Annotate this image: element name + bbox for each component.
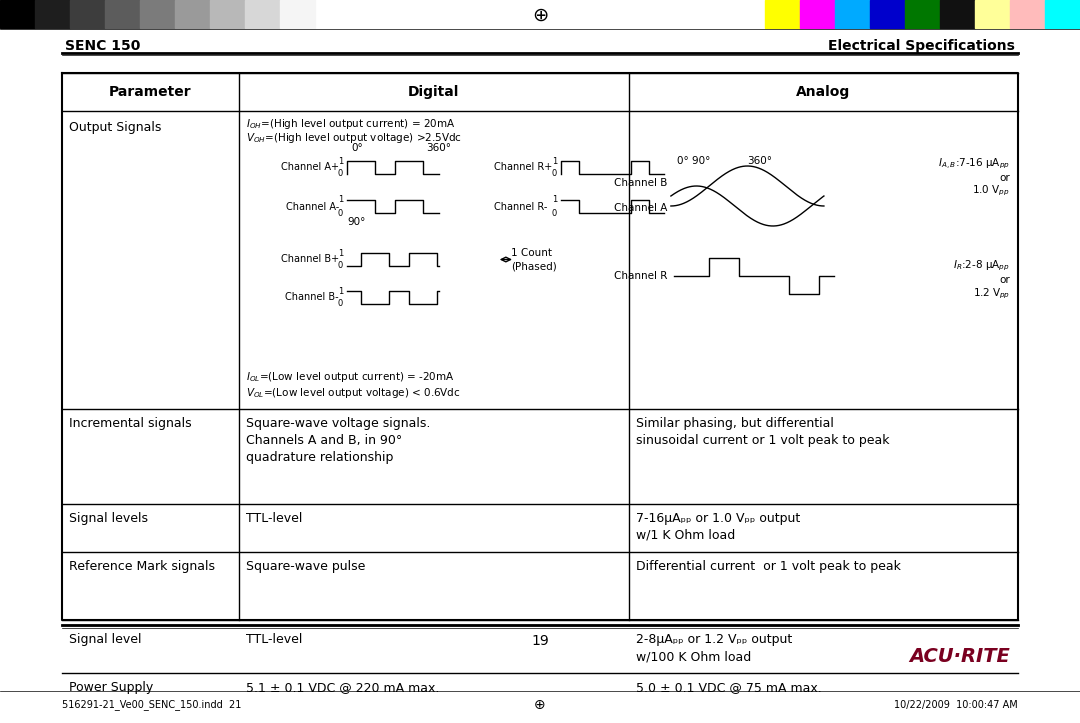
Bar: [765, 0, 800, 28]
Text: 2-8μAₚₚ or 1.2 Vₚₚ output
w/100 K Ohm load: 2-8μAₚₚ or 1.2 Vₚₚ output w/100 K Ohm lo…: [636, 633, 792, 663]
Text: 1.2 V$_{pp}$: 1.2 V$_{pp}$: [973, 287, 1010, 301]
Text: 1.0 V$_{pp}$: 1.0 V$_{pp}$: [972, 184, 1010, 198]
Text: $I_R$:2-8 μA$_{pp}$: $I_R$:2-8 μA$_{pp}$: [954, 259, 1010, 273]
Bar: [35, 0, 70, 28]
Text: Digital: Digital: [408, 85, 460, 99]
Text: 0: 0: [338, 262, 342, 270]
Text: Signal levels: Signal levels: [69, 512, 148, 525]
Text: Differential current  or 1 volt peak to peak: Differential current or 1 volt peak to p…: [636, 560, 901, 573]
Text: 5.0 ± 0.1 VDC @ 75 mA max.: 5.0 ± 0.1 VDC @ 75 mA max.: [636, 681, 822, 694]
Text: 1: 1: [552, 156, 557, 166]
Text: or: or: [999, 275, 1010, 285]
Text: Power Supply: Power Supply: [69, 681, 153, 694]
Bar: [905, 0, 940, 28]
Text: Channel A+: Channel A+: [281, 163, 339, 173]
Bar: [105, 0, 140, 28]
Text: Channel B-: Channel B-: [285, 293, 339, 302]
Text: 0: 0: [552, 208, 557, 218]
Text: Electrical Specifications: Electrical Specifications: [828, 39, 1015, 53]
Text: Incremental signals: Incremental signals: [69, 417, 191, 430]
Text: Channel R+: Channel R+: [494, 163, 552, 173]
Bar: [140, 0, 175, 28]
Text: Channel A-: Channel A-: [285, 202, 339, 212]
Text: 1: 1: [338, 156, 342, 166]
Text: $V_{OH}$=(High level output voltage) >2.5Vdc: $V_{OH}$=(High level output voltage) >2.…: [246, 131, 462, 145]
Text: Signal level: Signal level: [69, 633, 141, 646]
Text: $I_{OL}$=(Low level output current) = -20mA: $I_{OL}$=(Low level output current) = -2…: [246, 370, 455, 384]
Bar: [975, 0, 1010, 28]
Text: Channel R-: Channel R-: [494, 202, 548, 212]
Bar: [210, 0, 245, 28]
Text: ⊕: ⊕: [531, 6, 549, 25]
Text: $V_{OL}$=(Low level output voltage) < 0.6Vdc: $V_{OL}$=(Low level output voltage) < 0.…: [246, 386, 460, 400]
Text: Analog: Analog: [796, 85, 851, 99]
Text: 90°: 90°: [348, 217, 366, 227]
Text: 360°: 360°: [427, 143, 451, 153]
Text: 0: 0: [338, 299, 342, 309]
Bar: [70, 0, 105, 28]
Text: 10/22/2009  10:00:47 AM: 10/22/2009 10:00:47 AM: [894, 700, 1018, 710]
Text: 0°: 0°: [351, 143, 363, 153]
Text: 1: 1: [338, 249, 342, 257]
Text: 360°: 360°: [747, 156, 772, 166]
Bar: [940, 0, 975, 28]
Text: (Phased): (Phased): [511, 262, 556, 272]
Text: TTL-level: TTL-level: [246, 633, 302, 646]
Text: 1: 1: [338, 195, 342, 205]
Text: 0: 0: [552, 169, 557, 179]
Text: Channel A: Channel A: [613, 203, 667, 213]
Text: 1: 1: [552, 195, 557, 205]
Text: ACU·RITE: ACU·RITE: [909, 646, 1010, 665]
Text: 19: 19: [531, 634, 549, 648]
Text: TTL-level: TTL-level: [246, 512, 302, 525]
Bar: [280, 0, 315, 28]
Text: 516291-21_Ve00_SENC_150.indd  21: 516291-21_Ve00_SENC_150.indd 21: [62, 700, 241, 711]
Text: 1 Count: 1 Count: [511, 247, 552, 257]
Bar: [245, 0, 280, 28]
Text: $I_{A,B}$:7-16 μA$_{pp}$: $I_{A,B}$:7-16 μA$_{pp}$: [937, 157, 1010, 171]
Bar: [175, 0, 210, 28]
Text: Channel B: Channel B: [613, 178, 667, 188]
Text: ⊕: ⊕: [535, 698, 545, 712]
Bar: [0, 0, 35, 28]
Text: Square-wave pulse: Square-wave pulse: [246, 560, 365, 573]
Text: SENC 150: SENC 150: [65, 39, 140, 53]
Text: 5.1 ± 0.1 VDC @ 220 mA max.: 5.1 ± 0.1 VDC @ 220 mA max.: [246, 681, 440, 694]
Bar: [870, 0, 905, 28]
Bar: [1010, 0, 1045, 28]
Text: Reference Mark signals: Reference Mark signals: [69, 560, 215, 573]
Text: or: or: [999, 173, 1010, 183]
Text: 0° 90°: 0° 90°: [677, 156, 711, 166]
Bar: [800, 0, 835, 28]
Bar: [835, 0, 870, 28]
Text: Similar phasing, but differential
sinusoidal current or 1 volt peak to peak: Similar phasing, but differential sinuso…: [636, 417, 890, 447]
Text: 0: 0: [338, 208, 342, 218]
Text: 1: 1: [338, 286, 342, 296]
Text: Square-wave voltage signals.
Channels A and B, in 90°
quadrature relationship: Square-wave voltage signals. Channels A …: [246, 417, 430, 464]
Text: Channel R: Channel R: [613, 271, 667, 281]
Text: $I_{OH}$=(High level output current) = 20mA: $I_{OH}$=(High level output current) = 2…: [246, 117, 456, 131]
Bar: [1045, 0, 1080, 28]
Text: Output Signals: Output Signals: [69, 121, 161, 134]
Text: 0: 0: [338, 169, 342, 179]
Text: 7-16μAₚₚ or 1.0 Vₚₚ output
w/1 K Ohm load: 7-16μAₚₚ or 1.0 Vₚₚ output w/1 K Ohm loa…: [636, 512, 800, 542]
Text: Parameter: Parameter: [109, 85, 192, 99]
Text: Channel B+: Channel B+: [281, 254, 339, 265]
